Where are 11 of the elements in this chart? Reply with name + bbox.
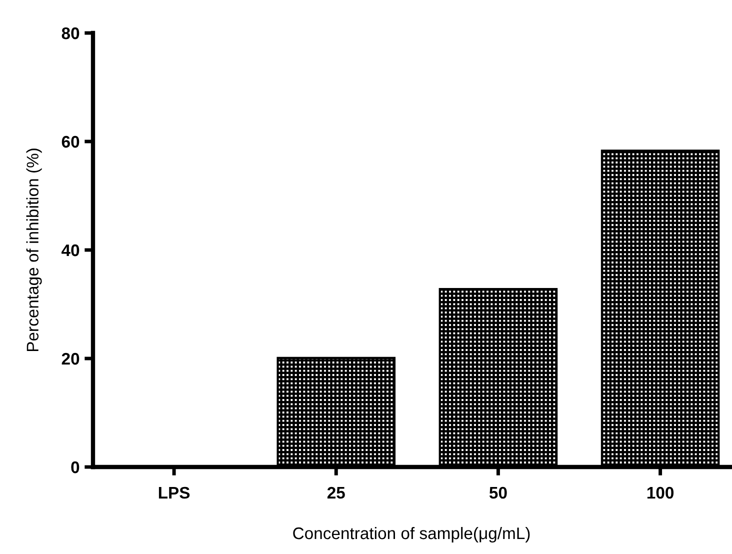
y-tick-label: 60: [62, 136, 80, 148]
x-axis-title: Concentration of sample(μg/mL): [293, 526, 530, 543]
x-tick-label: 25: [327, 486, 345, 499]
x-tick-label: 100: [647, 486, 674, 499]
y-axis-title: Percentage of inhibition (%): [26, 148, 42, 351]
y-tick-label: 80: [62, 27, 80, 40]
y-tick-label: 40: [62, 244, 80, 256]
y-tick-label: 0: [71, 461, 80, 474]
y-tick-label: 20: [62, 352, 80, 365]
x-tick-label: LPS: [158, 486, 190, 499]
x-tick-label: 50: [489, 486, 507, 499]
